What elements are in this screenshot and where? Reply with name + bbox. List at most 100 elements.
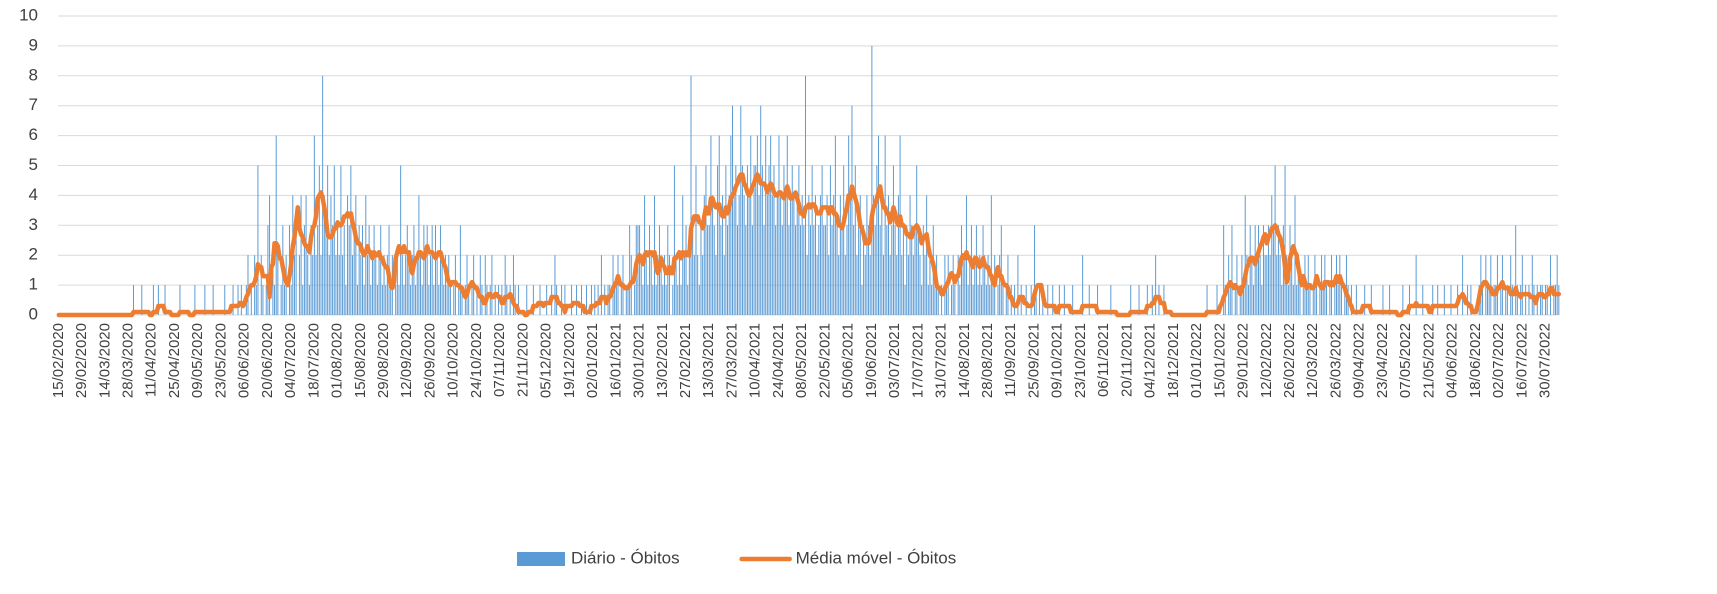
bar	[1496, 255, 1498, 315]
bar	[302, 285, 304, 315]
bar	[420, 255, 422, 315]
bar	[415, 285, 417, 315]
bar	[1262, 225, 1264, 315]
bar	[748, 195, 750, 315]
bar	[250, 285, 252, 315]
bar	[1261, 285, 1263, 315]
bar	[561, 285, 563, 315]
bar	[337, 225, 339, 315]
bar	[1344, 285, 1346, 315]
x-tick-label: 02/07/2022	[1490, 323, 1507, 398]
bar	[1334, 285, 1336, 315]
bar	[874, 225, 876, 315]
x-tick-label: 02/01/2021	[584, 323, 601, 398]
bar	[886, 225, 888, 315]
bar	[838, 255, 840, 315]
x-tick-label: 23/04/2022	[1374, 323, 1391, 398]
bar	[957, 255, 959, 315]
bar	[642, 285, 644, 315]
bar	[327, 165, 329, 315]
bar	[934, 285, 936, 315]
bar	[491, 255, 493, 315]
bar	[340, 165, 342, 315]
bar	[929, 255, 931, 315]
bar	[1063, 285, 1065, 315]
bar	[438, 285, 440, 315]
x-tick-label: 15/08/2020	[352, 323, 369, 398]
bar	[366, 255, 368, 315]
bar	[736, 225, 738, 315]
bar	[360, 255, 362, 315]
bar	[946, 285, 948, 315]
bar	[990, 195, 992, 315]
bar	[770, 135, 772, 315]
bar	[355, 195, 357, 315]
bar	[260, 255, 262, 315]
bar	[703, 195, 705, 315]
bar	[834, 135, 836, 315]
bar	[1326, 285, 1328, 315]
bar	[921, 285, 923, 315]
bar	[969, 255, 971, 315]
x-tick-label: 15/02/2020	[50, 323, 67, 398]
bar	[1284, 165, 1286, 315]
bar	[982, 225, 984, 315]
bar	[962, 255, 964, 315]
x-tick-label: 21/05/2022	[1420, 323, 1437, 398]
bar	[431, 225, 433, 315]
bar	[443, 285, 445, 315]
bar	[564, 285, 566, 315]
bar	[1432, 285, 1434, 315]
bar	[848, 135, 850, 315]
bar	[1355, 285, 1357, 315]
x-tick-label: 26/03/2022	[1327, 323, 1344, 398]
bar	[1025, 285, 1027, 315]
x-tick-label: 25/04/2020	[166, 323, 183, 398]
bar	[232, 285, 234, 315]
bar	[439, 225, 441, 315]
bar	[649, 225, 651, 315]
bar	[1546, 285, 1548, 315]
bar	[836, 225, 838, 315]
x-tick-label: 18/07/2020	[305, 323, 322, 398]
bar	[771, 195, 773, 315]
bar	[878, 135, 880, 315]
bar	[828, 255, 830, 315]
bar	[357, 285, 359, 315]
bar	[376, 285, 378, 315]
x-tick-label: 06/06/2020	[236, 323, 253, 398]
x-tick-label: 16/01/2021	[607, 323, 624, 398]
bar	[941, 285, 943, 315]
bar	[722, 195, 724, 315]
bar	[1253, 285, 1255, 315]
bar	[421, 285, 423, 315]
bar	[1515, 225, 1517, 315]
x-tick-label: 30/01/2021	[631, 323, 648, 398]
bar	[489, 285, 491, 315]
bar	[692, 225, 694, 315]
bar	[1462, 255, 1464, 315]
bar	[839, 195, 841, 315]
bar	[449, 285, 451, 315]
bar	[1443, 285, 1445, 315]
bar	[662, 285, 664, 315]
bar	[333, 165, 335, 315]
x-tick-label: 11/09/2021	[1002, 323, 1019, 397]
bar	[594, 285, 596, 315]
bar	[902, 225, 904, 315]
bar	[1299, 285, 1301, 315]
x-tick-label: 25/09/2021	[1025, 323, 1042, 398]
bar	[967, 285, 969, 315]
bar	[325, 225, 327, 315]
bar	[992, 285, 994, 315]
bar	[776, 195, 778, 315]
y-tick-label: 1	[29, 275, 38, 294]
bar	[912, 255, 914, 315]
bar	[194, 285, 196, 315]
y-tick-label: 6	[29, 125, 38, 144]
bar	[790, 195, 792, 315]
bar	[257, 165, 259, 315]
bar	[466, 255, 468, 315]
bar	[639, 225, 641, 315]
